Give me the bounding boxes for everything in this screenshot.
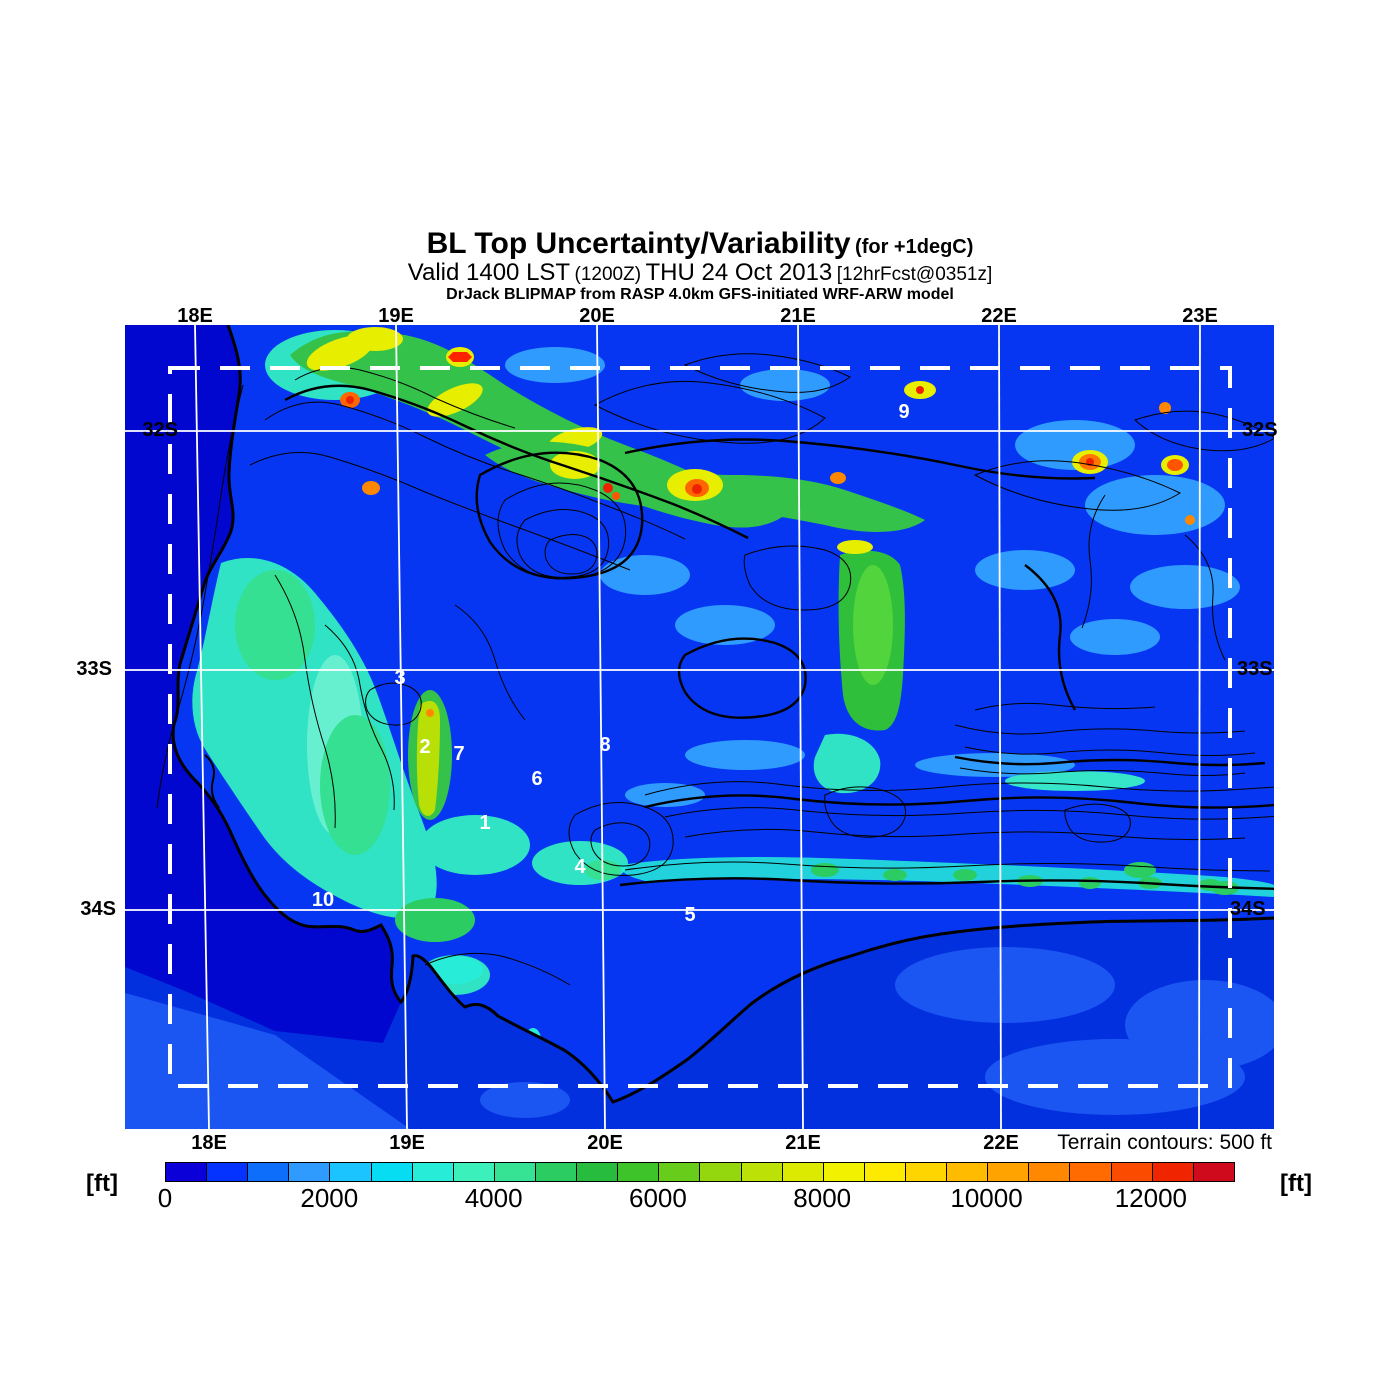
ocean-light-sw: [125, 993, 410, 1129]
waypoint-4: 4: [574, 856, 586, 878]
colorbar-segment-4: [330, 1163, 372, 1181]
lat-lon-gridlines: [125, 325, 1274, 1129]
colorbar-segment-25: [1193, 1163, 1234, 1181]
page-title-note: (for +1degC): [855, 236, 974, 258]
lon-label-bottom-20E: 20E: [587, 1132, 623, 1154]
colorbar-segment-3: [289, 1163, 331, 1181]
waypoint-2: 2: [419, 736, 430, 758]
lon-label-top-22E: 22E: [981, 305, 1017, 327]
lon-label-bottom-18E: 18E: [191, 1132, 227, 1154]
meridian-21E: [797, 325, 804, 1129]
colorbar-tick-8000: 8000: [793, 1183, 852, 1213]
lon-label-bottom-22E: 22E: [983, 1132, 1019, 1154]
colorbar-segment-5: [371, 1163, 413, 1181]
lat-label-left-34S: 34S: [80, 898, 116, 920]
waypoint-7: 7: [453, 743, 464, 765]
valid-fcst: [12hrFcst@0351z]: [836, 263, 993, 285]
lat-label-right-33S: 33S: [1237, 658, 1273, 680]
model-line: DrJack BLIPMAP from RASP 4.0km GFS-initi…: [446, 285, 954, 303]
meridian-19E: [395, 325, 408, 1129]
colorbar-segment-8: [494, 1163, 536, 1181]
colorbar-segment-2: [248, 1163, 290, 1181]
lat-label-left-32S: 32S: [142, 419, 178, 441]
ocean-west: [125, 325, 401, 1043]
lon-label-top-20E: 20E: [579, 305, 615, 327]
colorbar-tick-10000: 10000: [950, 1183, 1023, 1213]
colorbar-segment-11: [618, 1163, 660, 1181]
colorbar-tick-4000: 4000: [464, 1183, 523, 1213]
lon-label-top-21E: 21E: [780, 305, 816, 327]
waypoint-5: 5: [684, 904, 695, 926]
page-title: BL Top Uncertainty/Variability: [426, 227, 851, 260]
colorbar-tick-2000: 2000: [300, 1183, 359, 1213]
terrain-contour-note: Terrain contours: 500 ft: [1057, 1131, 1272, 1154]
colorbar-tick-6000: 6000: [629, 1183, 687, 1213]
colorbar-unit-right: [ft]: [1280, 1170, 1312, 1197]
lon-label-top-23E: 23E: [1182, 305, 1218, 327]
lon-label-bottom-19E: 19E: [389, 1132, 425, 1154]
colorbar-segment-17: [864, 1163, 906, 1181]
colorbar-segment-9: [535, 1163, 578, 1181]
forecast-map: 1 2 3 4 5 6 7 8 9 10: [125, 325, 1274, 1129]
meridian-18E: [194, 325, 210, 1129]
colorbar-unit-left: [ft]: [86, 1170, 118, 1197]
colorbar-segment-15: [782, 1163, 824, 1181]
lon-label-top-19E: 19E: [378, 305, 414, 327]
lon-label-top-18E: 18E: [177, 305, 213, 327]
colorbar-segment-13: [700, 1163, 742, 1181]
colorbar-segment-20: [988, 1163, 1030, 1181]
lon-label-bottom-21E: 21E: [785, 1132, 821, 1154]
ocean-layer: [125, 325, 1274, 1129]
ocean-light-sw2: [480, 1082, 570, 1118]
colorbar-segment-21: [1029, 1163, 1071, 1181]
colorbar-tick-12000: 12000: [1114, 1183, 1187, 1213]
title-line: BL Top Uncertainty/Variability (for +1de…: [0, 228, 1400, 260]
waypoint-9: 9: [898, 401, 909, 423]
ocean-light-se: [895, 947, 1115, 1023]
lagoon-detail: [204, 754, 220, 809]
valid-zulu: (1200Z): [574, 263, 642, 285]
waypoint-labels: 1 2 3 4 5 6 7 8 9 10: [312, 401, 910, 926]
domain-dashed-box: [168, 366, 1232, 1088]
colorbar-segment-1: [207, 1163, 249, 1181]
coastline: [171, 325, 1274, 1104]
colorbar-segment-7: [453, 1163, 495, 1181]
colorbar-segment-22: [1070, 1163, 1112, 1181]
colorbar-segment-12: [659, 1163, 701, 1181]
contour-lines: [156, 353, 1274, 986]
colorbar-segment-18: [905, 1163, 948, 1181]
colorbar-segment-23: [1111, 1163, 1153, 1181]
colorbar-segment-0: [166, 1163, 208, 1181]
colorbar-segment-16: [823, 1163, 865, 1181]
meridian-20E: [596, 325, 606, 1129]
header: BL Top Uncertainty/Variability (for +1de…: [0, 228, 1400, 303]
valid-date: THU 24 Oct 2013: [645, 258, 833, 286]
colorbar-segment-6: [412, 1163, 454, 1181]
waypoint-10: 10: [312, 889, 334, 911]
lat-label-left-33S: 33S: [76, 658, 112, 680]
contour-lines-bold: [284, 384, 1274, 890]
waypoint-3: 3: [394, 667, 405, 689]
valid-line: Valid 1400 LST (1200Z) THU 24 Oct 2013 […: [0, 258, 1400, 286]
waypoint-1: 1: [479, 812, 490, 834]
waypoint-6: 6: [531, 768, 542, 790]
colorbar-segment-14: [741, 1163, 783, 1181]
colorbar-segment-19: [947, 1163, 989, 1181]
colorbar-segment-24: [1152, 1163, 1194, 1181]
meridian-22E: [998, 325, 1002, 1129]
ocean-light-se: [985, 1039, 1245, 1115]
colorbar-tick-0: 0: [157, 1183, 173, 1213]
waypoint-8: 8: [599, 734, 610, 756]
colorbar: [165, 1162, 1235, 1182]
colorbar-segment-10: [577, 1163, 619, 1181]
meridian-23E: [1198, 325, 1201, 1129]
lat-label-right-32S: 32S: [1242, 419, 1278, 441]
terrain-shade-layer: [192, 327, 1274, 1095]
valid-time: Valid 1400 LST: [407, 258, 571, 286]
lat-label-right-34S: 34S: [1230, 898, 1266, 920]
